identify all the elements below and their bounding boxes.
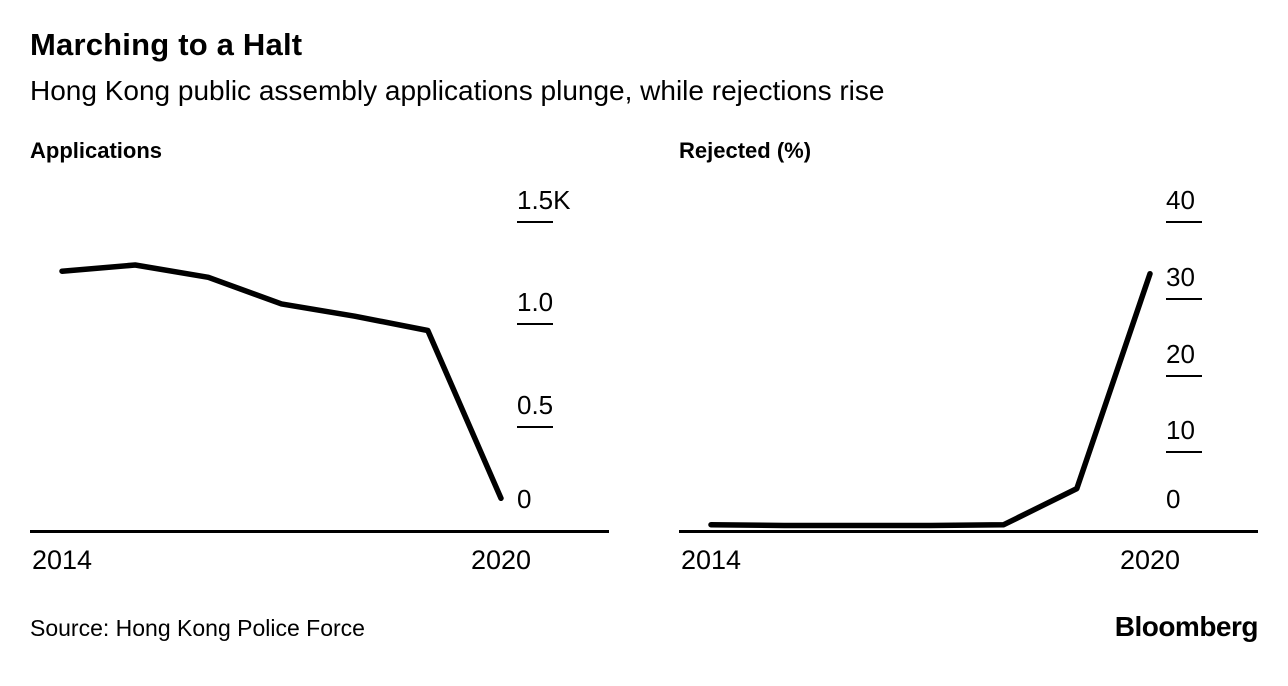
x-tick-label: 2020 (470, 545, 532, 575)
y-tick-label: 40 (1166, 185, 1195, 215)
line-series (708, 270, 1153, 529)
chart-headline: Marching to a Halt (30, 27, 303, 62)
y-tick: 20 (1166, 340, 1244, 377)
applications-x-axis: 2014 2020 (30, 533, 609, 585)
line-series (59, 262, 504, 502)
chart-footer: Source: Hong Kong Police Force Bloomberg (30, 611, 1259, 643)
y-tick-label: 0 (517, 484, 532, 514)
y-tick: 30 (1166, 263, 1244, 300)
y-tick-mark (1166, 451, 1202, 454)
y-tick-label: 20 (1166, 338, 1195, 369)
rejected-chart-title: Rejected (%) (679, 138, 812, 163)
y-tick-mark (1166, 221, 1202, 223)
x-tick-label: 2020 (1119, 545, 1181, 575)
y-tick-label: 0 (1166, 484, 1181, 514)
y-tick: 10 (1166, 415, 1244, 454)
series-line (59, 262, 504, 502)
y-tick-mark (1166, 374, 1202, 377)
y-tick: 0 (1166, 485, 1244, 520)
x-tick-label: 2014 (680, 545, 742, 575)
y-tick: 40 (1166, 186, 1244, 223)
y-tick-label: 10 (1166, 415, 1195, 446)
y-tick-mark (517, 425, 553, 428)
rejected-chart: Rejected (%) 40 30 20 10 0 2014 2020 (679, 138, 1258, 585)
y-tick: 1.0 (517, 287, 595, 326)
y-tick: 0 (517, 485, 595, 520)
applications-chart: Applications 1.5K 1.0 0.5 0 2014 2020 (30, 138, 609, 585)
chart-subtitle: Hong Kong public assembly applications p… (30, 75, 885, 106)
y-tick-mark (517, 323, 553, 326)
y-tick: 0.5 (517, 391, 595, 428)
y-tick-mark (1166, 297, 1202, 300)
y-tick: 1.5K (517, 186, 595, 223)
applications-plot-area: 1.5K 1.0 0.5 0 (30, 174, 609, 533)
charts-row: Applications 1.5K 1.0 0.5 0 2014 2020 Reject… (30, 138, 1258, 585)
applications-chart-title: Applications (30, 138, 163, 163)
source-credit: Source: Hong Kong Police Force (30, 615, 365, 641)
x-tick-label: 2014 (31, 545, 93, 575)
series-line (708, 270, 1153, 529)
rejected-x-axis: 2014 2020 (679, 533, 1258, 585)
y-tick-label: 1.5K (517, 185, 571, 215)
bloomberg-logo: Bloomberg (1114, 611, 1259, 642)
y-tick-mark (517, 221, 553, 223)
y-tick-label: 30 (1166, 261, 1195, 292)
y-tick-label: 0.5 (517, 389, 554, 420)
rejected-plot-area: 40 30 20 10 0 (679, 174, 1258, 533)
y-tick-label: 1.0 (517, 287, 554, 318)
